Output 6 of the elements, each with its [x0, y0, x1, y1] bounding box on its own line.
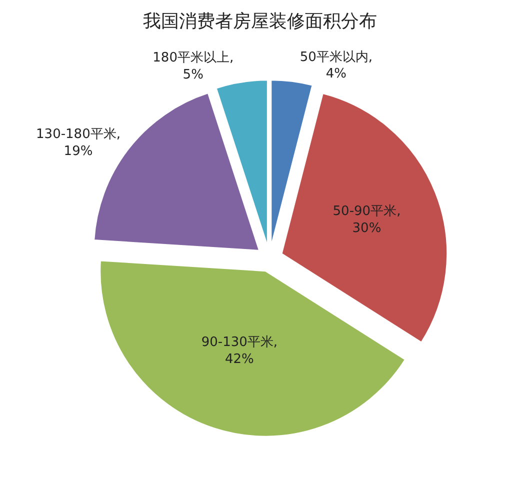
chart-title: 我国消费者房屋装修面积分布: [143, 10, 377, 32]
slice-label: 50平米以内, 4%: [300, 50, 373, 82]
slice-label: 130-180平米, 19%: [36, 127, 120, 160]
slice-label: 180平米以上, 5%: [152, 50, 234, 83]
slice-label: 90-130平米, 42%: [201, 334, 278, 367]
slice-label: 50-90平米, 30%: [332, 204, 401, 236]
